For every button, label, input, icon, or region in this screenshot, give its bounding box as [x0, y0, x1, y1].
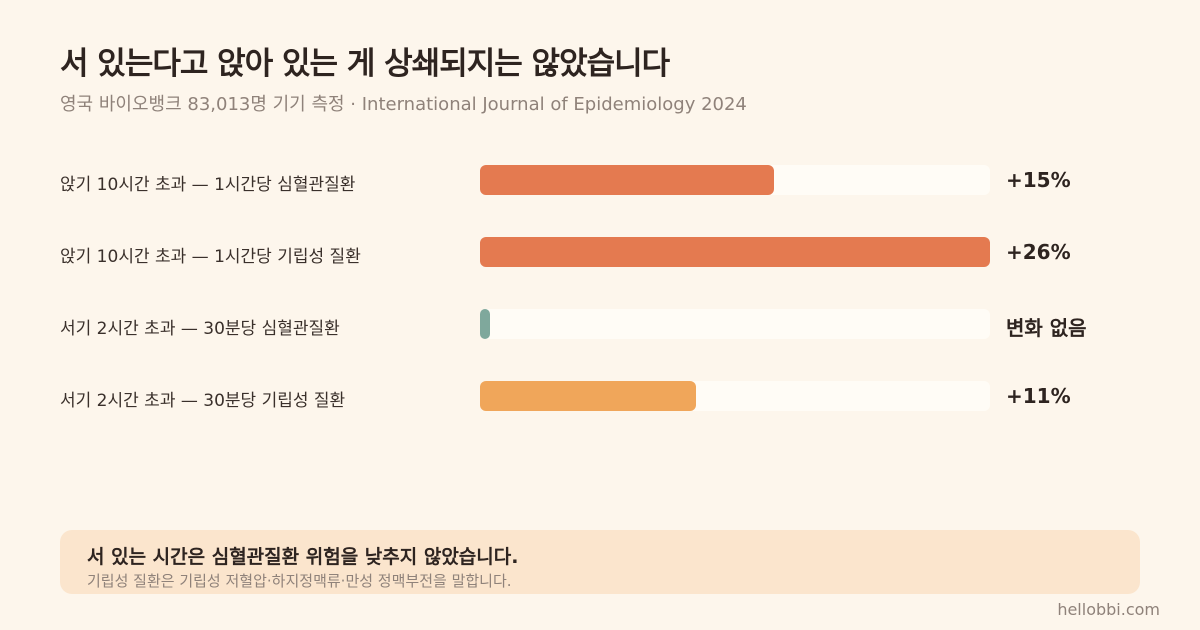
bar-track	[480, 165, 990, 195]
bar-track	[480, 237, 990, 267]
bar-track	[480, 381, 990, 411]
bar-label: 앉기 10시간 초과 — 1시간당 기립성 질환	[60, 247, 361, 267]
site-credit: hellobbi.com	[1057, 600, 1160, 619]
bar-value-label: +11%	[1006, 384, 1071, 408]
bar-fill	[480, 381, 696, 411]
bar-row: 서기 2시간 초과 — 30분당 기립성 질환 +11%	[60, 381, 1140, 411]
bar-row: 서기 2시간 초과 — 30분당 심혈관질환 변화 없음	[60, 309, 1140, 340]
callout-title: 서 있는 시간은 심혈관질환 위험을 낮추지 않았습니다.	[87, 546, 519, 568]
bar-value-label: 변화 없음	[1006, 316, 1087, 340]
page-title: 서 있는다고 앉아 있는 게 상쇄되지는 않았습니다	[60, 46, 670, 82]
bar-fill	[480, 165, 774, 195]
bar-label: 앉기 10시간 초과 — 1시간당 심혈관질환	[60, 175, 356, 195]
bar-label: 서기 2시간 초과 — 30분당 심혈관질환	[60, 319, 340, 339]
bar-label: 서기 2시간 초과 — 30분당 기립성 질환	[60, 391, 346, 411]
callout-box: 서 있는 시간은 심혈관질환 위험을 낮추지 않았습니다. 기립성 질환은 기립…	[60, 530, 1140, 594]
bar-value-label: +26%	[1006, 240, 1071, 264]
bar-value-label: +15%	[1006, 168, 1071, 192]
page-subtitle: 영국 바이오뱅크 83,013명 기기 측정 · International J…	[60, 94, 747, 115]
callout-text: 기립성 질환은 기립성 저혈압·하지정맥류·만성 정맥부전을 말합니다.	[87, 572, 512, 590]
bar-fill	[480, 237, 990, 267]
bar-row: 앉기 10시간 초과 — 1시간당 기립성 질환 +26%	[60, 237, 1140, 267]
bar-track	[480, 309, 990, 339]
bar-row: 앉기 10시간 초과 — 1시간당 심혈관질환 +15%	[60, 165, 1140, 195]
bar-fill	[480, 309, 490, 339]
